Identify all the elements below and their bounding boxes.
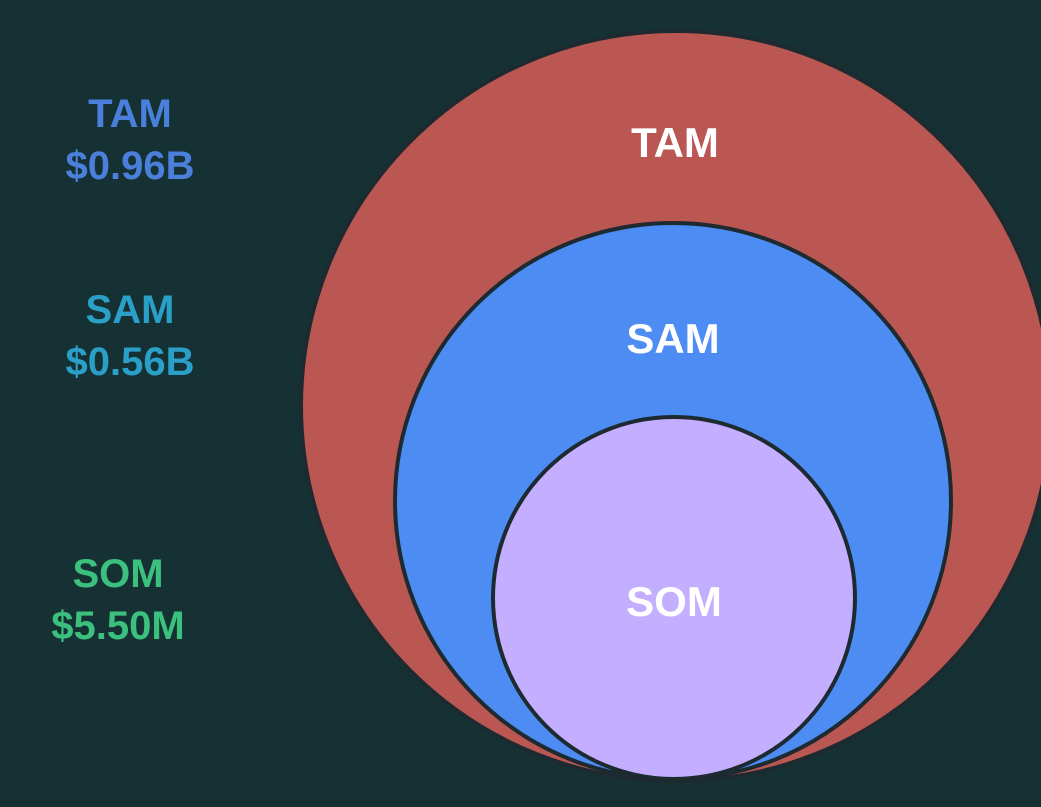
sam-circle-label: SAM [626,315,719,362]
legend-som-label: SOM [72,552,164,596]
legend-sam-value: $0.56B [65,340,195,384]
legend-tam-label: TAM [88,92,172,136]
legend-tam: TAM $0.96B [30,88,230,192]
legend-som: SOM $5.50M [18,548,218,652]
legend-tam-value: $0.96B [65,144,195,188]
tam-circle-label: TAM [631,119,719,166]
som-circle [491,415,857,781]
som-circle-label: SOM [626,578,722,625]
legend-sam-label: SAM [85,288,175,332]
legend-sam: SAM $0.56B [30,284,230,388]
legend-som-value: $5.50M [51,604,185,648]
